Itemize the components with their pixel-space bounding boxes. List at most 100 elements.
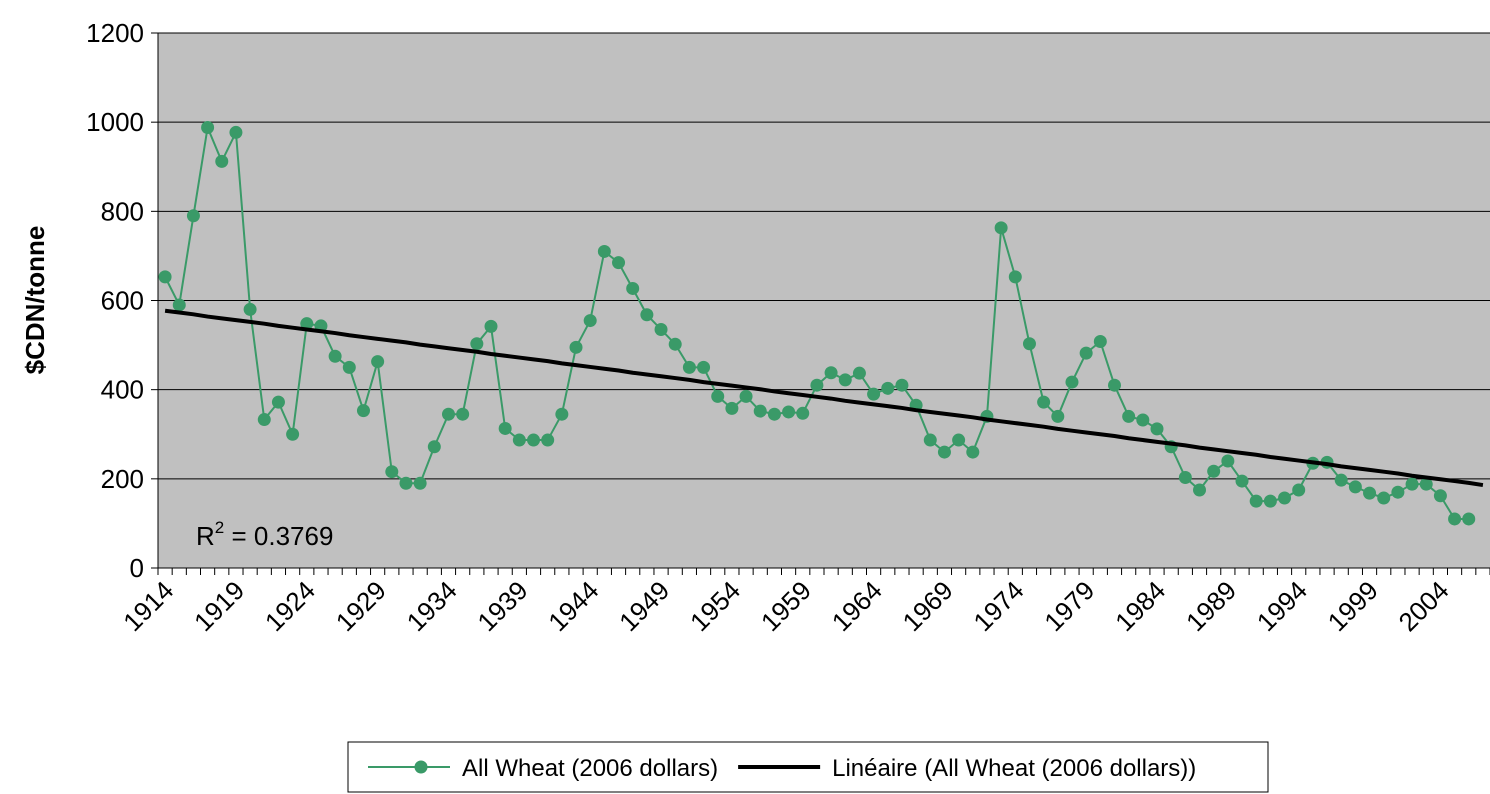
y-tick-label: 800 bbox=[101, 196, 144, 226]
y-axis-label: $CDN/tonne bbox=[20, 226, 50, 375]
data-point bbox=[1022, 337, 1036, 351]
data-point bbox=[966, 445, 980, 459]
data-point bbox=[1178, 470, 1192, 484]
annotation-base: R bbox=[196, 521, 215, 551]
data-point bbox=[937, 445, 951, 459]
data-point bbox=[654, 322, 668, 336]
x-tick-label: 1974 bbox=[967, 575, 1029, 637]
x-tick-label: 1929 bbox=[330, 575, 392, 637]
data-point bbox=[498, 421, 512, 435]
data-point bbox=[1348, 480, 1362, 494]
data-point bbox=[172, 298, 186, 312]
data-point bbox=[257, 413, 271, 427]
x-tick-label: 1979 bbox=[1038, 575, 1100, 637]
data-point bbox=[668, 337, 682, 351]
data-point bbox=[201, 121, 215, 135]
data-point bbox=[1433, 489, 1447, 503]
x-tick-label: 1949 bbox=[613, 575, 675, 637]
x-tick-label: 1914 bbox=[117, 575, 179, 637]
data-point bbox=[1122, 409, 1136, 423]
data-point bbox=[1150, 422, 1164, 436]
data-point bbox=[597, 244, 611, 258]
data-point bbox=[1235, 474, 1249, 488]
x-tick-label: 1964 bbox=[826, 575, 888, 637]
data-point bbox=[1193, 483, 1207, 497]
data-point bbox=[1249, 494, 1263, 508]
data-point bbox=[300, 317, 314, 331]
data-point bbox=[583, 314, 597, 328]
data-point bbox=[952, 433, 966, 447]
data-point bbox=[640, 308, 654, 322]
data-point bbox=[356, 404, 370, 418]
data-point bbox=[399, 476, 413, 490]
data-point bbox=[1093, 335, 1107, 349]
data-point bbox=[612, 256, 626, 270]
data-point bbox=[286, 427, 300, 441]
data-point bbox=[1292, 483, 1306, 497]
data-point bbox=[158, 270, 172, 284]
legend-label: Linéaire (All Wheat (2006 dollars)) bbox=[832, 755, 1196, 782]
y-tick-label: 400 bbox=[101, 375, 144, 405]
data-point bbox=[427, 440, 441, 454]
data-point bbox=[385, 465, 399, 479]
y-tick-label: 1200 bbox=[86, 18, 144, 48]
y-tick-label: 0 bbox=[130, 553, 144, 583]
x-tick-label: 1934 bbox=[401, 575, 463, 637]
data-point bbox=[1263, 494, 1277, 508]
data-point bbox=[867, 387, 881, 401]
data-point bbox=[1051, 409, 1065, 423]
trend-line bbox=[164, 308, 1484, 488]
data-point bbox=[923, 433, 937, 447]
data-point bbox=[371, 355, 385, 369]
x-tick-label: 1984 bbox=[1109, 575, 1171, 637]
annotation: R2 = 0.3769 bbox=[196, 518, 333, 551]
annotation-text: = 0.3769 bbox=[224, 521, 333, 551]
x-tick-label: 1999 bbox=[1322, 575, 1384, 637]
data-point bbox=[186, 209, 200, 223]
data-point bbox=[1207, 464, 1221, 478]
data-point bbox=[1221, 454, 1235, 468]
data-point bbox=[626, 281, 640, 295]
data-point bbox=[229, 125, 243, 139]
x-tick-label: 1994 bbox=[1251, 575, 1313, 637]
data-point bbox=[824, 366, 838, 380]
data-point bbox=[413, 476, 427, 490]
data-point bbox=[342, 360, 356, 374]
annotation-sup: 2 bbox=[215, 518, 224, 537]
y-tick-label: 1000 bbox=[86, 107, 144, 137]
data-point bbox=[555, 407, 569, 421]
data-point bbox=[569, 340, 583, 354]
data-point bbox=[1377, 491, 1391, 505]
data-point bbox=[1037, 395, 1051, 409]
data-point bbox=[739, 389, 753, 403]
data-point bbox=[512, 433, 526, 447]
data-point bbox=[215, 154, 229, 168]
x-tick-label: 1919 bbox=[188, 575, 250, 637]
legend-label: All Wheat (2006 dollars) bbox=[462, 755, 718, 782]
data-point bbox=[1405, 477, 1419, 491]
x-tick-label: 2004 bbox=[1393, 575, 1455, 637]
data-point bbox=[328, 349, 342, 363]
data-point bbox=[1008, 270, 1022, 284]
data-point bbox=[541, 433, 555, 447]
data-point bbox=[271, 395, 285, 409]
data-point bbox=[895, 378, 909, 392]
data-point bbox=[456, 407, 470, 421]
data-point bbox=[1462, 512, 1476, 526]
data-point bbox=[441, 407, 455, 421]
data-point bbox=[1448, 512, 1462, 526]
data-point bbox=[852, 366, 866, 380]
data-point bbox=[243, 302, 257, 316]
data-point bbox=[796, 406, 810, 420]
data-point bbox=[782, 405, 796, 419]
x-tick-label: 1939 bbox=[471, 575, 533, 637]
data-point bbox=[1391, 485, 1405, 499]
data-point bbox=[767, 407, 781, 421]
x-tick-label: 1944 bbox=[542, 575, 604, 637]
data-point bbox=[527, 433, 541, 447]
data-point bbox=[697, 360, 711, 374]
x-tick-label: 1989 bbox=[1180, 575, 1242, 637]
data-point bbox=[1419, 477, 1433, 491]
data-point bbox=[1363, 486, 1377, 500]
